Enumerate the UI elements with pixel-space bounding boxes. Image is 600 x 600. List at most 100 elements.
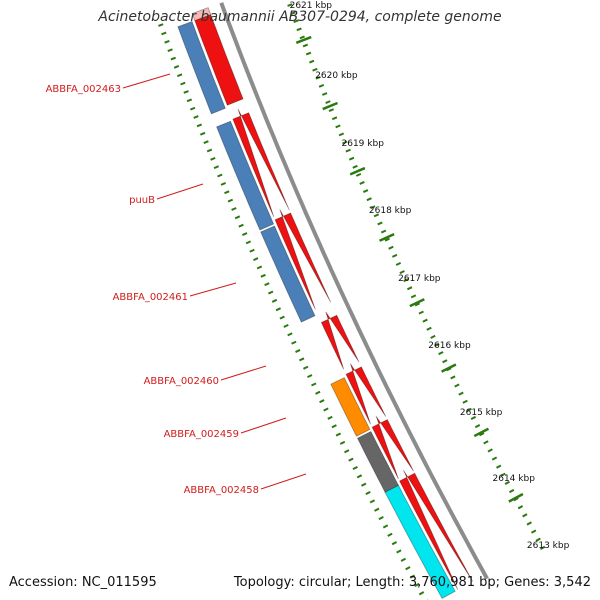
scale-minor-tick bbox=[335, 432, 342, 437]
scale-tick-label: 2614 kbp bbox=[493, 474, 536, 484]
scale-minor-tick bbox=[283, 323, 289, 328]
cds-block bbox=[274, 209, 332, 310]
scale-minor-tick bbox=[242, 232, 248, 236]
scale-minor-tick bbox=[302, 43, 309, 48]
scale-minor-tick bbox=[338, 132, 345, 137]
gene-label-leader bbox=[220, 365, 267, 381]
gene-label-leader bbox=[189, 282, 237, 297]
scale-minor-tick bbox=[396, 549, 402, 554]
scale-minor-tick bbox=[249, 248, 255, 253]
scale-minor-tick bbox=[315, 390, 321, 395]
scale-major-tick bbox=[349, 166, 366, 176]
scale-minor-tick bbox=[450, 375, 456, 380]
scale-minor-tick bbox=[290, 11, 296, 15]
scale-minor-tick bbox=[176, 73, 183, 78]
scale-minor-tick bbox=[305, 51, 312, 56]
scale-minor-tick bbox=[325, 100, 331, 104]
scale-minor-tick bbox=[369, 499, 376, 504]
gene-label-leader bbox=[260, 473, 307, 490]
topology-text: Topology: circular; Length: 3,760,981 bp… bbox=[233, 575, 591, 590]
scale-minor-tick bbox=[299, 35, 305, 40]
scale-minor-tick bbox=[414, 582, 420, 587]
scale-minor-tick bbox=[442, 359, 448, 364]
scale-minor-tick bbox=[238, 223, 244, 228]
scale-minor-tick bbox=[199, 131, 206, 136]
scale-minor-tick bbox=[395, 261, 402, 266]
scale-minor-tick bbox=[362, 189, 369, 193]
scale-minor-tick bbox=[405, 566, 411, 571]
scale-minor-tick bbox=[319, 399, 325, 404]
scale-minor-tick bbox=[196, 123, 203, 128]
scale-minor-tick bbox=[217, 173, 223, 178]
scale-minor-tick bbox=[361, 482, 367, 487]
scale-minor-tick bbox=[399, 270, 405, 275]
scale-minor-tick bbox=[434, 342, 440, 347]
scale-minor-tick bbox=[479, 432, 485, 437]
scale-minor-tick bbox=[496, 464, 502, 469]
scale-minor-tick bbox=[522, 513, 528, 518]
scale-minor-tick bbox=[328, 108, 334, 113]
scale-minor-tick bbox=[426, 326, 432, 331]
scale-minor-tick bbox=[193, 115, 199, 119]
scale-minor-tick bbox=[366, 197, 372, 202]
cds-block bbox=[194, 14, 244, 106]
scale-minor-tick bbox=[466, 407, 472, 412]
gene-block bbox=[330, 377, 371, 437]
scale-tick-label: 2620 kbp bbox=[315, 71, 358, 81]
scale-minor-tick bbox=[504, 480, 510, 485]
scale-minor-tick bbox=[458, 391, 464, 396]
scale-minor-tick bbox=[161, 31, 167, 36]
gene-label: puuB bbox=[129, 195, 155, 206]
scale-minor-tick bbox=[352, 465, 358, 470]
scale-minor-tick bbox=[409, 574, 416, 579]
scale-minor-tick bbox=[311, 382, 317, 387]
gene-block bbox=[216, 120, 275, 231]
scale-minor-tick bbox=[189, 106, 196, 111]
scale-minor-tick bbox=[291, 340, 297, 345]
scale-tick-label: 2621 kbp bbox=[290, 1, 333, 11]
scale-minor-tick bbox=[206, 148, 213, 153]
scale-minor-tick bbox=[517, 505, 524, 510]
scale-minor-tick bbox=[348, 156, 355, 161]
scale-minor-tick bbox=[352, 164, 358, 169]
scale-major-tick bbox=[322, 101, 339, 111]
scale-major-tick bbox=[379, 232, 395, 242]
scale-major-tick bbox=[295, 35, 312, 44]
scale-minor-tick bbox=[418, 591, 425, 596]
scale-major-tick bbox=[409, 298, 425, 308]
scale-minor-tick bbox=[491, 456, 498, 461]
scale-minor-tick bbox=[203, 140, 209, 144]
scale-minor-tick bbox=[462, 399, 468, 404]
scale-minor-tick bbox=[355, 172, 362, 177]
scale-minor-tick bbox=[253, 257, 259, 262]
scale-minor-tick bbox=[483, 440, 489, 445]
scale-minor-tick bbox=[539, 545, 546, 550]
scale-minor-tick bbox=[234, 215, 241, 220]
scale-minor-tick bbox=[470, 415, 477, 420]
scale-minor-tick bbox=[271, 298, 278, 303]
scale-minor-tick bbox=[344, 449, 350, 454]
scale-tick-label: 2617 kbp bbox=[398, 274, 441, 284]
scale-minor-tick bbox=[378, 516, 384, 521]
scale-minor-tick bbox=[170, 56, 176, 61]
scale-minor-tick bbox=[287, 332, 293, 337]
scale-minor-tick bbox=[279, 315, 285, 320]
scale-minor-tick bbox=[500, 472, 506, 477]
scale-minor-tick bbox=[422, 318, 428, 323]
scale-minor-tick bbox=[173, 65, 180, 69]
scale-major-tick bbox=[473, 427, 490, 438]
scale-minor-tick bbox=[380, 229, 387, 234]
scale-minor-tick bbox=[180, 81, 186, 86]
scale-minor-tick bbox=[410, 294, 417, 299]
scale-minor-tick bbox=[356, 474, 363, 479]
gene-label: ABBFA_002459 bbox=[164, 429, 239, 440]
scale-minor-tick bbox=[382, 524, 389, 529]
scale-minor-tick bbox=[391, 253, 398, 258]
scale-minor-tick bbox=[264, 282, 270, 287]
gene-label: ABBFA_002460 bbox=[144, 376, 219, 387]
scale-minor-tick bbox=[331, 424, 337, 429]
scale-minor-tick bbox=[365, 490, 371, 496]
scale-minor-tick bbox=[526, 521, 532, 526]
scale-minor-tick bbox=[224, 190, 230, 195]
